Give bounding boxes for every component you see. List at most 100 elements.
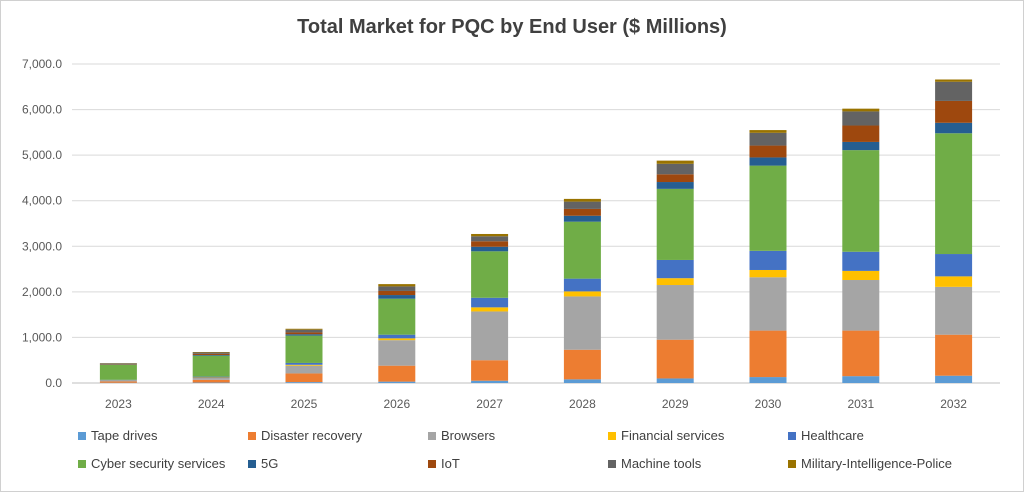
x-tick-label: 2029 [662,397,689,411]
legend-swatch [608,431,616,440]
y-tick-label: 5,000.0 [22,148,62,162]
legend-item: Healthcare [788,428,988,443]
legend-label: IoT [441,456,460,471]
legend-label: Military-Intelligence-Police [801,456,952,471]
legend-item: Browsers [428,428,608,443]
legend-label: Browsers [441,428,496,443]
x-tick-label: 2027 [476,397,503,411]
bar-segment [471,311,509,361]
bar-segment [285,332,323,335]
legend-item: Military-Intelligence-Police [788,456,988,471]
bar-segment [192,354,230,356]
bar-segment [285,382,323,383]
bar-segment [749,145,787,158]
x-tick-label: 2032 [940,397,967,411]
bar-segment [563,198,601,202]
chart-title: Total Market for PQC by End User ($ Mill… [297,16,727,38]
bar-segment [749,269,787,278]
bar-segment [99,364,137,380]
x-tick-label: 2025 [291,397,318,411]
bar-segment [192,379,230,383]
bar-segment [842,270,880,281]
bar-segment [935,276,973,287]
bar-segment [471,307,509,312]
legend-label: 5G [261,456,279,471]
bar-segment [842,108,880,112]
bar-segment [378,286,416,291]
bar-segment [285,373,323,383]
bar-segment [842,111,880,126]
bar-segment [842,125,880,142]
bar-segment [563,215,601,222]
bar-segment [842,280,880,331]
bar-segment [563,291,601,297]
legend-item: Disaster recovery [248,428,428,443]
bar-segment [656,160,694,164]
bar-segment [749,377,787,383]
bar-segment [749,130,787,133]
bar-segment [935,100,973,123]
bar-segment [563,201,601,209]
bar-segment [378,334,416,339]
x-axis-ticks: 2023 2024 2025 2026 2027 2028 2029 2030 2031 2032 [105,397,967,411]
legend-item: 5G [248,456,428,471]
bar-segment [285,365,323,374]
bar-segment [192,377,230,380]
x-tick-label: 2024 [198,397,225,411]
bar-segment [563,349,601,380]
bar-segment [378,284,416,287]
bar-segment [99,363,137,365]
bar-segment [656,278,694,286]
bar-segment [192,352,230,354]
bar-segment [285,335,323,363]
bar-segment [285,329,323,333]
bar-segment [378,290,416,296]
x-tick-label: 2023 [105,397,132,411]
bar-segment [378,365,416,382]
y-tick-label: 2,000.0 [22,285,62,299]
bar-segment [842,150,880,252]
bar-segment [935,254,973,277]
bar-segment [378,298,416,335]
bar-segment [192,376,230,378]
bar-stacks [99,79,973,383]
bar-segment [563,379,601,383]
legend-swatch [788,459,796,468]
bar-segment [842,376,880,383]
y-axis-ticks: 0.0 1,000.0 2,000.0 3,000.0 4,000.0 5,000.0 6,… [22,57,62,390]
bar-segment [749,132,787,146]
bar-segment [285,328,323,330]
bar-segment [563,278,601,292]
legend-swatch [788,431,796,440]
bar-segment [99,381,137,383]
bar-segment [378,340,416,366]
bar-segment [285,362,323,365]
y-tick-label: 1,000.0 [22,330,62,344]
legend-swatch [428,459,436,468]
y-tick-label: 4,000.0 [22,194,62,208]
bar-segment [656,188,694,260]
bar-segment [935,334,973,376]
bar-segment [749,277,787,331]
bar-segment [471,297,509,308]
bar-segment [935,81,973,101]
bar-segment [192,353,230,355]
y-tick-label: 7,000.0 [22,57,62,71]
bar-segment [471,360,509,381]
bar-segment [749,165,787,251]
x-tick-label: 2031 [847,397,874,411]
legend-item: IoT [428,456,608,471]
bar-segment [935,133,973,255]
legend: Tape drives Disaster recovery Browsers Fina… [78,428,998,471]
bar-segment [842,251,880,271]
bar-segment [842,330,880,377]
bar-segment [378,381,416,383]
bar-segment [471,246,509,252]
bar-segment [749,250,787,270]
legend-label: Financial services [621,428,725,443]
bar-segment [471,241,509,247]
legend-swatch [78,431,86,440]
bar-segment [471,251,509,298]
bar-segment [99,380,137,382]
